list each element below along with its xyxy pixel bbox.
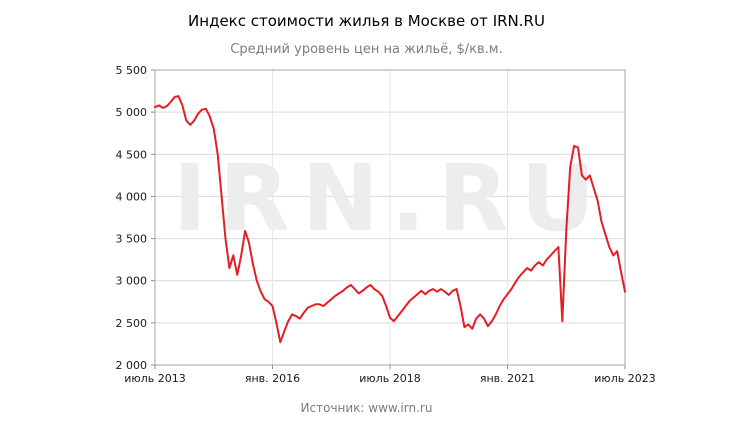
y-tick-label: 2 500: [116, 317, 148, 330]
x-tick-label: июль 2023: [594, 372, 655, 385]
y-tick-label: 5 000: [116, 106, 148, 119]
x-tick-label: янв. 2016: [245, 372, 300, 385]
y-tick-label: 5 500: [116, 64, 148, 77]
chart-subtitle: Средний уровень цен на жильё, $/кв.м.: [230, 42, 503, 57]
y-tick-label: 4 000: [116, 190, 148, 203]
x-tick-label: янв. 2021: [480, 372, 535, 385]
chart-canvas: 2 000 2 500 3 000 3 500 4 000 4 500 5 000 5 500…: [116, 64, 656, 385]
y-tick-label: 4 500: [116, 148, 148, 161]
y-tick-label: 2 000: [116, 359, 148, 372]
y-tick-label: 3 000: [116, 275, 148, 288]
x-tick-label: июль 2013: [124, 372, 185, 385]
chart-title: Индекс стоимости жилья в Москве от IRN.R…: [188, 12, 545, 30]
plot-border: [154, 69, 626, 366]
y-tick-label: 3 500: [116, 233, 148, 246]
source-caption: Источник: www.irn.ru: [300, 401, 433, 415]
x-tick-label: июль 2018: [359, 372, 420, 385]
watermark: IRN.RU: [173, 145, 608, 252]
price-line: [154, 95, 626, 344]
